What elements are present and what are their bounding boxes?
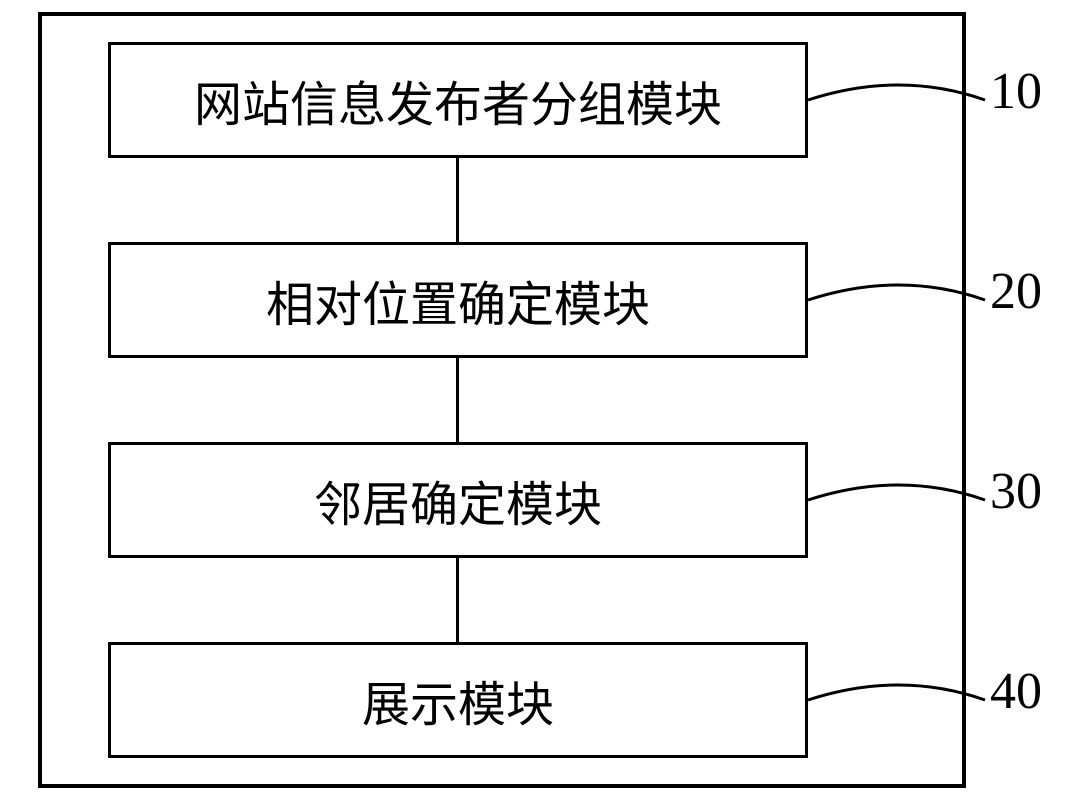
callout-curve-40 bbox=[803, 665, 990, 705]
connector-10-20 bbox=[456, 158, 459, 242]
module-label-40: 展示模块 bbox=[362, 665, 554, 735]
callout-label-20: 20 bbox=[990, 262, 1042, 321]
module-box-30: 邻居确定模块 bbox=[108, 442, 808, 558]
callout-label-30: 30 bbox=[990, 462, 1042, 521]
module-label-30: 邻居确定模块 bbox=[314, 465, 602, 535]
module-box-40: 展示模块 bbox=[108, 642, 808, 758]
callout-curve-20 bbox=[803, 265, 990, 305]
module-label-20: 相对位置确定模块 bbox=[266, 265, 650, 335]
callout-curve-30 bbox=[803, 465, 990, 505]
callout-label-10: 10 bbox=[990, 62, 1042, 121]
callout-curve-10 bbox=[803, 65, 990, 105]
module-box-20: 相对位置确定模块 bbox=[108, 242, 808, 358]
callout-label-40: 40 bbox=[990, 662, 1042, 721]
module-label-10: 网站信息发布者分组模块 bbox=[194, 65, 722, 135]
connector-30-40 bbox=[456, 558, 459, 642]
connector-20-30 bbox=[456, 358, 459, 442]
module-box-10: 网站信息发布者分组模块 bbox=[108, 42, 808, 158]
